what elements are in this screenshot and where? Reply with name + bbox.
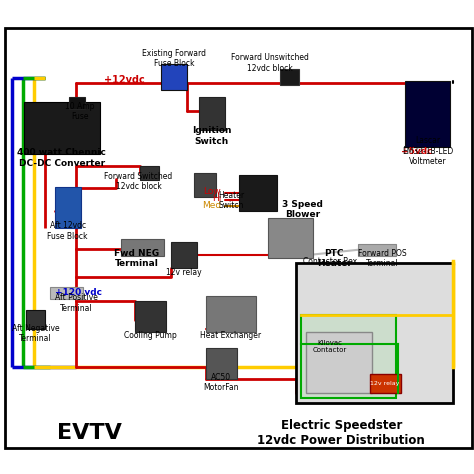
Text: Forward Unswitched
12vdc block: Forward Unswitched 12vdc block	[231, 54, 309, 73]
Text: PTC
Heater: PTC Heater	[317, 249, 352, 268]
Text: AC50
MotorFan: AC50 MotorFan	[204, 373, 239, 392]
Text: Lascar
EM32-1B-LED
Voltmeter: Lascar EM32-1B-LED Voltmeter	[402, 137, 453, 166]
Text: Ignition
Switch: Ignition Switch	[192, 127, 232, 146]
Text: Electric Speedster
12vdc Power Distribution: Electric Speedster 12vdc Power Distribut…	[257, 419, 425, 447]
Text: Cooling Pump: Cooling Pump	[124, 331, 177, 339]
Text: Forward Switched
12vdc block: Forward Switched 12vdc block	[104, 172, 173, 191]
Bar	[268, 218, 313, 258]
Text: Aft Positive
Terminal: Aft Positive Terminal	[55, 293, 97, 312]
Text: Aft Negative
Terminal: Aft Negative Terminal	[12, 324, 59, 343]
Text: 3 Speed
Blower: 3 Speed Blower	[282, 200, 323, 219]
Text: Fwd NEG
Terminal: Fwd NEG Terminal	[114, 249, 159, 268]
Bar	[171, 242, 197, 268]
Bar	[26, 310, 45, 329]
Text: Med: Med	[202, 201, 221, 210]
Bar	[135, 301, 166, 332]
Text: Hi: Hi	[212, 194, 221, 202]
Bar	[199, 97, 225, 130]
Bar	[405, 81, 450, 147]
Text: Contactor Box: Contactor Box	[303, 257, 357, 266]
Bar	[194, 173, 216, 197]
Bar	[280, 69, 299, 85]
Bar	[161, 64, 187, 90]
Bar	[301, 315, 396, 398]
Text: Low: Low	[204, 187, 221, 196]
Text: +5vdc: +5vdc	[401, 147, 432, 156]
Text: 400 watt Chennic
DC-DC Converter: 400 watt Chennic DC-DC Converter	[17, 148, 106, 167]
Bar	[206, 348, 237, 379]
Bar	[296, 263, 453, 403]
Bar	[370, 374, 401, 393]
Text: Kilovac
Contactor: Kilovac Contactor	[313, 339, 347, 353]
Bar	[206, 296, 256, 332]
Bar	[50, 287, 83, 299]
Text: 12v relay: 12v relay	[370, 382, 400, 386]
Text: Existing Forward
Fuse Block: Existing Forward Fuse Block	[142, 49, 206, 68]
Bar	[69, 97, 85, 109]
Text: +12vdc: +12vdc	[104, 75, 145, 85]
Text: Heater
Switch: Heater Switch	[218, 191, 244, 210]
Text: Heat Exchanger: Heat Exchanger	[201, 331, 261, 339]
Bar	[358, 244, 396, 256]
Bar	[306, 332, 372, 393]
Text: Aft 12vdc
Fuse Block: Aft 12vdc Fuse Block	[47, 221, 88, 240]
Text: +120 vdc: +120 vdc	[55, 288, 101, 297]
Text: Forward POS
Terminal: Forward POS Terminal	[358, 249, 407, 268]
Bar	[121, 239, 164, 256]
Bar	[140, 166, 159, 180]
Bar	[55, 187, 81, 228]
Text: 12v relay: 12v relay	[165, 268, 201, 277]
Bar	[24, 102, 100, 154]
Text: EVTV: EVTV	[57, 423, 122, 443]
Bar	[239, 175, 277, 211]
Text: 10 Amp
Fuse: 10 Amp Fuse	[65, 102, 95, 121]
